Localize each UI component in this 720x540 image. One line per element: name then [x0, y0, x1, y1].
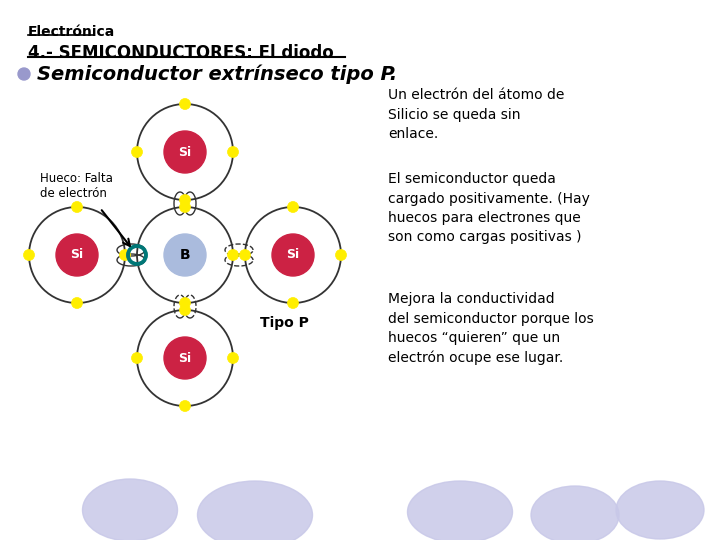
Circle shape	[120, 249, 130, 260]
Circle shape	[179, 201, 191, 213]
Circle shape	[287, 298, 299, 308]
Circle shape	[240, 249, 251, 260]
Circle shape	[179, 298, 191, 308]
Circle shape	[179, 305, 191, 315]
Text: Semiconductor extrínseco tipo P.: Semiconductor extrínseco tipo P.	[37, 64, 397, 84]
Circle shape	[56, 234, 98, 276]
Circle shape	[71, 201, 83, 213]
Circle shape	[71, 298, 83, 308]
Ellipse shape	[531, 486, 619, 540]
Circle shape	[132, 353, 143, 363]
Circle shape	[228, 146, 238, 158]
Text: B: B	[180, 248, 190, 262]
Text: Si: Si	[179, 145, 192, 159]
Circle shape	[164, 234, 206, 276]
Circle shape	[179, 194, 191, 206]
Circle shape	[228, 249, 238, 260]
Text: Tipo P: Tipo P	[260, 316, 309, 330]
Circle shape	[179, 98, 191, 110]
Text: Si: Si	[71, 248, 84, 261]
Text: Si: Si	[179, 352, 192, 365]
Circle shape	[336, 249, 346, 260]
Text: Mejora la conductividad
del semiconductor porque los
huecos “quieren” que un
ele: Mejora la conductividad del semiconducto…	[388, 292, 594, 365]
Circle shape	[164, 337, 206, 379]
Text: 4.- SEMICONDUCTORES: El diodo: 4.- SEMICONDUCTORES: El diodo	[28, 44, 334, 62]
Ellipse shape	[83, 479, 178, 540]
Circle shape	[228, 353, 238, 363]
Text: Electrónica: Electrónica	[28, 25, 115, 39]
Ellipse shape	[197, 481, 312, 540]
Text: El semiconductor queda
cargado positivamente. (Hay
huecos para electrones que
so: El semiconductor queda cargado positivam…	[388, 172, 590, 245]
Circle shape	[132, 146, 143, 158]
Text: Si: Si	[287, 248, 300, 261]
Circle shape	[179, 401, 191, 411]
Circle shape	[287, 201, 299, 213]
Ellipse shape	[408, 481, 513, 540]
Text: Un electrón del átomo de
Silicio se queda sin
enlace.: Un electrón del átomo de Silicio se qued…	[388, 88, 564, 141]
Text: Hueco: Falta
de electrón: Hueco: Falta de electrón	[40, 172, 113, 200]
Circle shape	[272, 234, 314, 276]
Circle shape	[24, 249, 35, 260]
Circle shape	[164, 131, 206, 173]
Circle shape	[18, 68, 30, 80]
Ellipse shape	[616, 481, 704, 539]
